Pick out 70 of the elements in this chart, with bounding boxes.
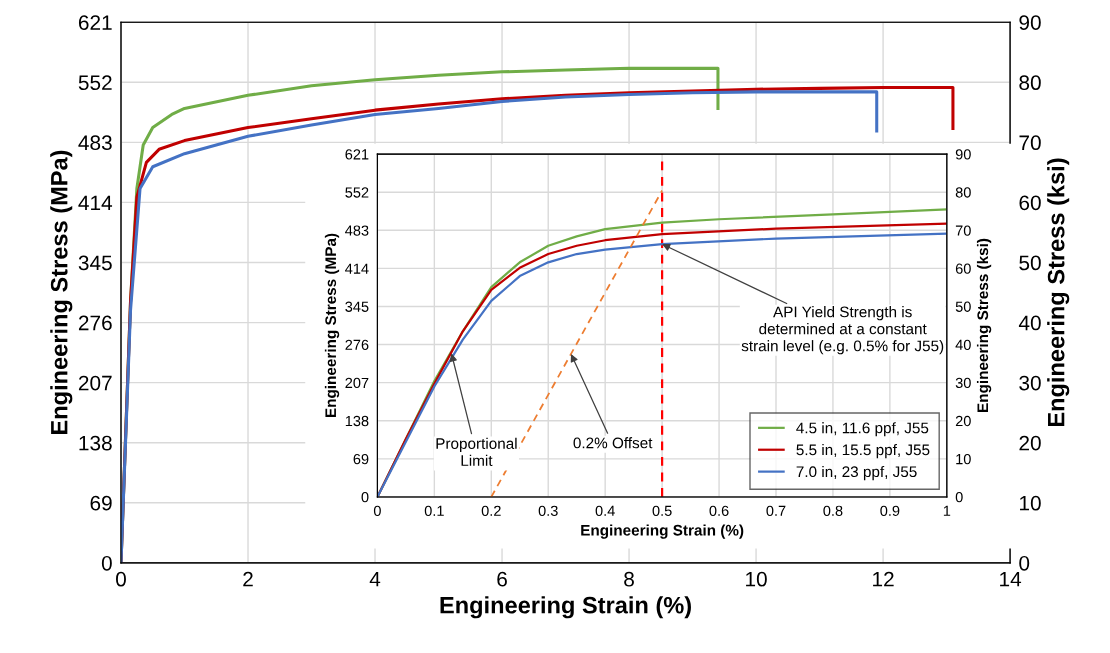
y-tick-label: 621 [78, 15, 112, 30]
y-tick-label: 345 [78, 255, 112, 271]
legend-label: 5.5 in, 15.5 ppf, J55 [796, 444, 930, 459]
y-tick-label: 0 [361, 492, 369, 503]
y-tick-label: 276 [345, 339, 369, 350]
y2-tick-label: 10 [956, 453, 971, 465]
y2-tick-label: 40 [955, 339, 971, 350]
y2-tick-label: 90 [1019, 15, 1041, 30]
x-tick-label: 0.1 [424, 505, 444, 516]
y2-axis-title: Engineering Stress (ksi) [976, 238, 992, 412]
x-tick-label: 0.3 [538, 505, 558, 516]
y-axis-title: Engineering Stress (MPa) [324, 233, 340, 418]
x-tick-label: 14 [1000, 571, 1022, 587]
y-tick-label: 138 [79, 435, 112, 451]
y2-tick-label: 20 [1019, 435, 1041, 451]
y-tick-label: 207 [78, 375, 112, 391]
y2-tick-label: 20 [955, 415, 971, 427]
x-tick-label: 0.4 [595, 505, 615, 516]
x-tick-label: 2 [243, 571, 253, 587]
x-tick-label: 12 [873, 571, 894, 587]
y2-tick-label: 70 [955, 225, 971, 236]
y2-tick-label: 50 [955, 301, 971, 312]
y-tick-label: 414 [78, 195, 113, 210]
x-tick-label: 0 [373, 505, 381, 516]
y-tick-label: 552 [345, 187, 369, 198]
y-tick-label: 621 [345, 149, 369, 160]
x-tick-label: 8 [624, 571, 634, 587]
y-tick-label: 276 [78, 315, 112, 331]
x-tick-label: 0.9 [880, 505, 900, 516]
y-tick-label: 552 [78, 75, 112, 91]
annotation: 0.2% Offset [573, 437, 653, 449]
y2-tick-label: 30 [1019, 375, 1041, 391]
y2-tick-label: 40 [1018, 315, 1041, 331]
y-axis-title: Engineering Stress (MPa) [50, 150, 73, 434]
x-axis-title: Engineering Strain (%) [440, 596, 691, 619]
x-tick-label: 10 [746, 571, 767, 587]
y-tick-label: 414 [345, 263, 369, 274]
x-axis-title: Engineering Strain (%) [581, 524, 744, 539]
y-tick-label: 207 [345, 377, 369, 389]
y2-tick-label: 80 [1019, 75, 1041, 91]
legend-label: 4.5 in, 11.6 ppf, J55 [796, 422, 929, 437]
y-tick-label: 345 [345, 301, 369, 312]
y-tick-label: 69 [90, 495, 112, 511]
x-tick-label: 6 [497, 571, 507, 587]
x-tick-label: 0.7 [766, 505, 786, 516]
annotation: Proportional Limit [436, 437, 517, 466]
x-tick-label: 1 [943, 505, 951, 516]
y2-tick-label: 0 [955, 492, 963, 503]
y2-tick-label: 50 [1019, 255, 1041, 271]
x-tick-label: 0.2 [481, 505, 501, 516]
x-tick-label: 0.6 [709, 505, 729, 516]
y-tick-label: 138 [345, 415, 369, 427]
y-tick-label: 0 [101, 555, 112, 571]
x-tick-label: 0 [116, 571, 126, 587]
annotation: API Yield Strength is determined at a constant strain level (e.g. 0.5% for J55) [741, 306, 944, 355]
x-tick-label: 0.8 [823, 505, 843, 516]
y2-tick-label: 90 [955, 149, 971, 160]
x-tick-label: 0.5 [652, 505, 672, 516]
x-tick-label: 4 [369, 571, 381, 587]
y2-tick-label: 80 [955, 187, 971, 198]
y2-tick-label: 30 [955, 377, 971, 389]
y2-axis-title: Engineering Stress (ksi) [1047, 158, 1070, 427]
y2-tick-label: 70 [1019, 135, 1041, 151]
y2-tick-label: 0 [1019, 555, 1030, 571]
y-tick-label: 69 [353, 453, 369, 465]
legend-label: 7.0 in, 23 ppf, J55 [796, 465, 917, 481]
y2-tick-label: 60 [1019, 195, 1041, 211]
y-tick-label: 483 [78, 135, 112, 151]
y2-tick-label: 60 [955, 263, 971, 274]
y-tick-label: 483 [345, 225, 369, 236]
